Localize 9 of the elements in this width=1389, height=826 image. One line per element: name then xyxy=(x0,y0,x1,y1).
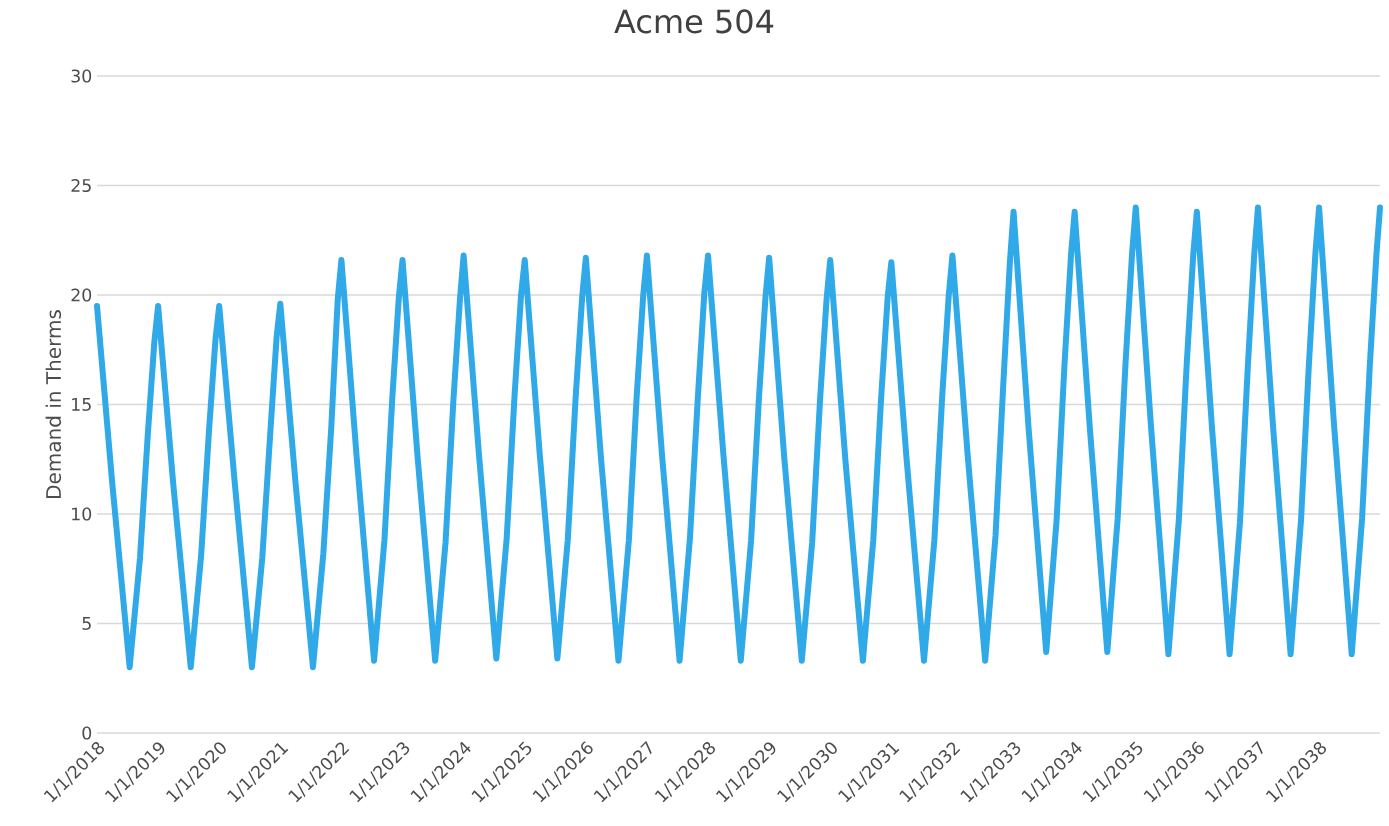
y-tick-label: 15 xyxy=(72,398,91,411)
y-tick-label: 10 xyxy=(72,507,92,521)
y-tick-label: 30 xyxy=(71,69,92,83)
chart-title: Acme 504 xyxy=(614,9,774,34)
y-tick-label: 25 xyxy=(71,178,91,193)
y-tick-label: 5 xyxy=(82,617,91,630)
y-axis-title: Demand in Therms xyxy=(45,310,62,498)
y-tick-label: 0 xyxy=(82,726,92,740)
y-tick-label: 20 xyxy=(71,288,92,302)
